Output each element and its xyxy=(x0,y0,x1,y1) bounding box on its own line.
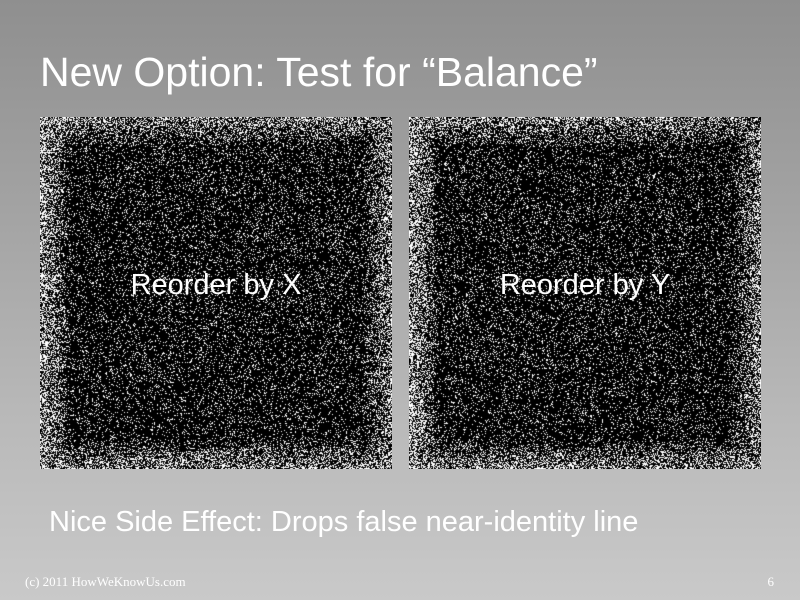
panel-label-reorder-by-x: Reorder by X xyxy=(130,269,302,301)
footer-copyright: (c) 2011 HowWeKnowUs.com xyxy=(25,574,186,589)
noise-image-x xyxy=(40,117,392,469)
noise-image-y xyxy=(409,117,761,469)
noise-panel-reorder-by-y: Reorder by Y xyxy=(409,117,761,469)
noise-panel-reorder-by-x: Reorder by X xyxy=(40,117,392,469)
footer-page-number: 6 xyxy=(767,574,775,589)
panel-label-reorder-by-y: Reorder by Y xyxy=(499,269,671,301)
slide-caption: Nice Side Effect: Drops false near-ident… xyxy=(49,506,639,538)
slide-title: New Option: Test for “Balance” xyxy=(40,49,598,95)
